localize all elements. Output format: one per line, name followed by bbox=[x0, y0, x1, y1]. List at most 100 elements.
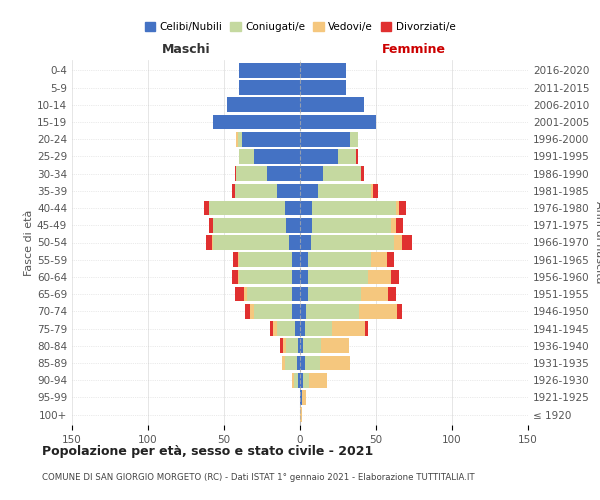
Bar bbox=[238, 270, 239, 284]
Bar bbox=[356, 149, 358, 164]
Bar bbox=[233, 252, 238, 267]
Bar bbox=[312, 218, 391, 232]
Bar bbox=[280, 338, 283, 353]
Bar bbox=[239, 63, 300, 78]
Bar bbox=[365, 322, 368, 336]
Y-axis label: Anni di nascita: Anni di nascita bbox=[593, 201, 600, 284]
Bar bbox=[302, 390, 306, 405]
Bar bbox=[371, 184, 373, 198]
Bar bbox=[311, 235, 394, 250]
Bar bbox=[235, 184, 277, 198]
Bar bbox=[242, 132, 300, 146]
Bar bbox=[227, 98, 300, 112]
Bar bbox=[318, 184, 371, 198]
Bar bbox=[292, 252, 300, 267]
Bar bbox=[371, 252, 386, 267]
Bar bbox=[214, 114, 300, 130]
Bar bbox=[300, 166, 323, 181]
Bar bbox=[297, 356, 300, 370]
Bar bbox=[308, 270, 368, 284]
Bar bbox=[321, 338, 349, 353]
Bar bbox=[266, 166, 300, 181]
Bar bbox=[300, 98, 364, 112]
Bar bbox=[292, 373, 294, 388]
Bar bbox=[386, 252, 394, 267]
Bar bbox=[292, 287, 300, 302]
Bar bbox=[298, 373, 300, 388]
Bar bbox=[300, 287, 308, 302]
Bar bbox=[300, 149, 338, 164]
Bar bbox=[235, 287, 244, 302]
Bar bbox=[289, 235, 300, 250]
Bar bbox=[300, 184, 318, 198]
Bar bbox=[206, 235, 212, 250]
Bar bbox=[396, 200, 399, 216]
Bar bbox=[300, 373, 303, 388]
Bar bbox=[209, 200, 285, 216]
Bar bbox=[300, 200, 312, 216]
Bar bbox=[300, 322, 305, 336]
Bar bbox=[286, 218, 300, 232]
Bar bbox=[247, 287, 292, 302]
Bar bbox=[285, 356, 297, 370]
Bar bbox=[391, 218, 396, 232]
Bar bbox=[232, 270, 238, 284]
Bar bbox=[238, 132, 242, 146]
Bar bbox=[277, 322, 295, 336]
Text: Popolazione per età, sesso e stato civile - 2021: Popolazione per età, sesso e stato civil… bbox=[42, 445, 373, 458]
Bar bbox=[236, 132, 238, 146]
Bar bbox=[294, 373, 298, 388]
Bar bbox=[239, 252, 292, 267]
Bar bbox=[300, 408, 302, 422]
Bar bbox=[320, 356, 350, 370]
Bar bbox=[244, 287, 247, 302]
Bar bbox=[394, 235, 402, 250]
Bar bbox=[235, 166, 236, 181]
Bar bbox=[359, 304, 397, 318]
Bar bbox=[286, 338, 298, 353]
Bar bbox=[396, 218, 403, 232]
Bar bbox=[306, 304, 359, 318]
Bar bbox=[238, 252, 239, 267]
Bar bbox=[397, 304, 402, 318]
Bar bbox=[300, 356, 305, 370]
Bar bbox=[239, 80, 300, 95]
Bar bbox=[305, 322, 332, 336]
Bar bbox=[308, 287, 361, 302]
Bar bbox=[309, 373, 328, 388]
Bar bbox=[300, 252, 308, 267]
Bar bbox=[292, 270, 300, 284]
Bar bbox=[303, 338, 321, 353]
Y-axis label: Fasce di età: Fasce di età bbox=[24, 210, 34, 276]
Bar bbox=[373, 184, 377, 198]
Bar bbox=[300, 63, 346, 78]
Bar bbox=[300, 114, 376, 130]
Bar bbox=[298, 338, 300, 353]
Bar bbox=[399, 200, 406, 216]
Bar bbox=[332, 322, 365, 336]
Bar bbox=[269, 322, 272, 336]
Bar bbox=[300, 270, 308, 284]
Bar bbox=[305, 356, 320, 370]
Bar bbox=[323, 166, 361, 181]
Bar bbox=[300, 235, 311, 250]
Bar bbox=[254, 304, 292, 318]
Text: Femmine: Femmine bbox=[382, 42, 446, 56]
Bar bbox=[277, 184, 300, 198]
Bar bbox=[254, 149, 300, 164]
Bar bbox=[312, 200, 396, 216]
Bar bbox=[272, 322, 277, 336]
Bar bbox=[300, 390, 302, 405]
Bar bbox=[209, 218, 214, 232]
Bar bbox=[282, 356, 285, 370]
Bar bbox=[300, 80, 346, 95]
Bar bbox=[361, 166, 364, 181]
Bar bbox=[368, 270, 391, 284]
Bar bbox=[300, 218, 312, 232]
Bar bbox=[300, 338, 303, 353]
Bar bbox=[214, 235, 289, 250]
Text: COMUNE DI SAN GIORGIO MORGETO (RC) - Dati ISTAT 1° gennaio 2021 - Elaborazione T: COMUNE DI SAN GIORGIO MORGETO (RC) - Dat… bbox=[42, 473, 475, 482]
Text: Maschi: Maschi bbox=[161, 42, 211, 56]
Bar bbox=[232, 184, 235, 198]
Bar bbox=[391, 270, 399, 284]
